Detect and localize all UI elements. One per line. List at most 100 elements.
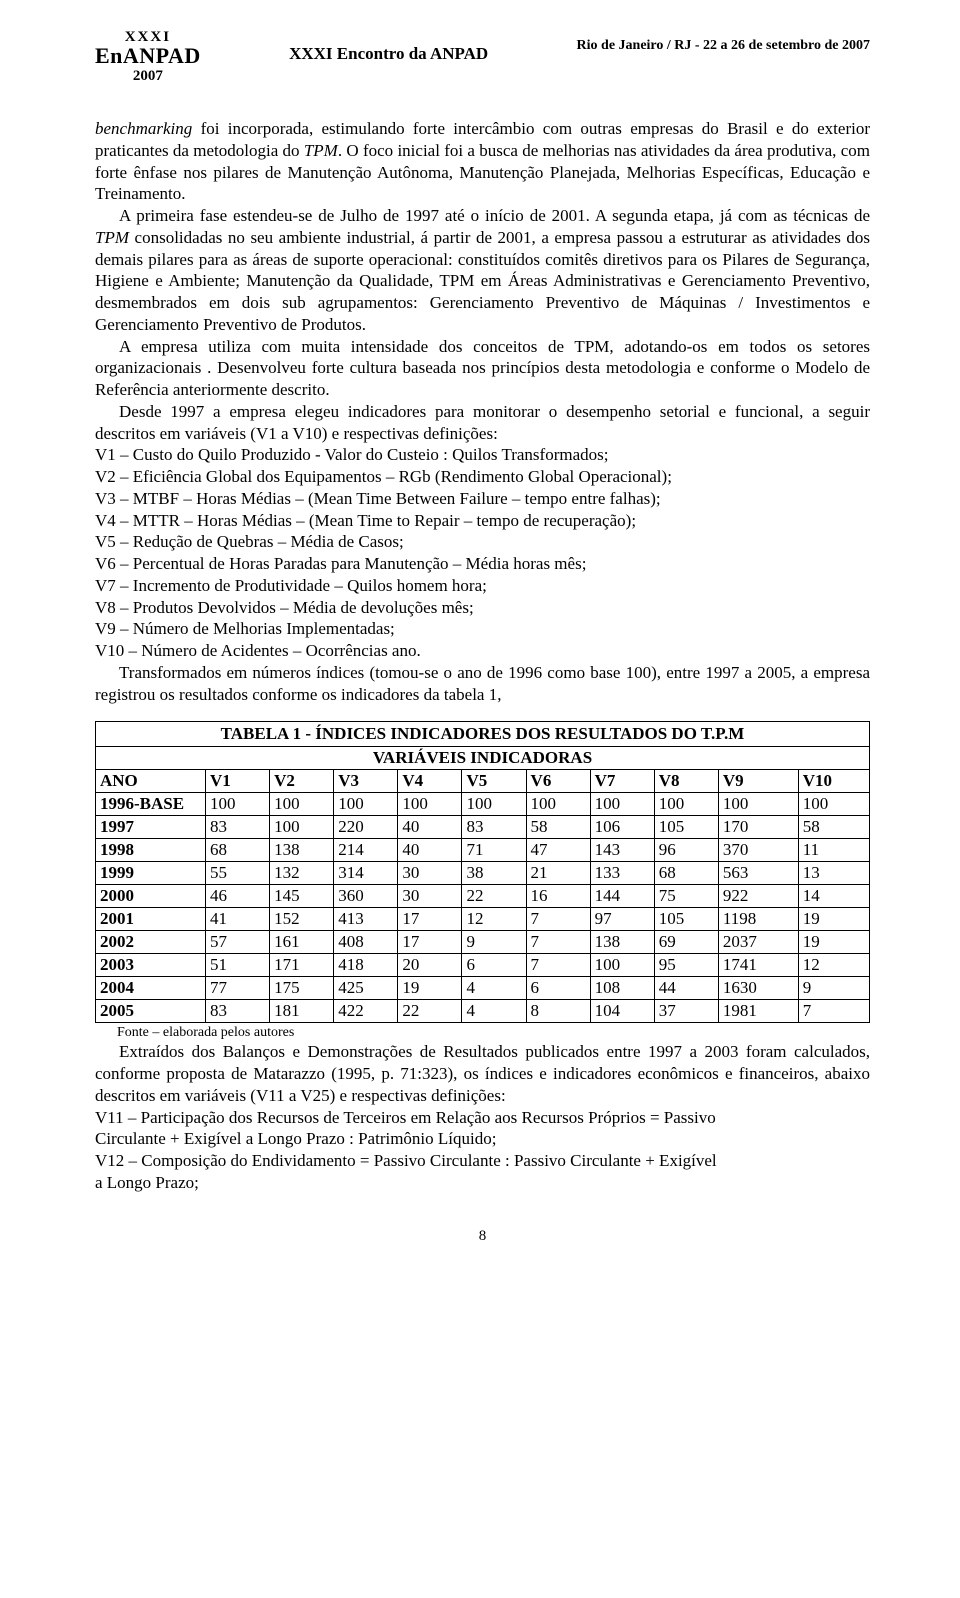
col-header: V7 [590, 770, 654, 793]
var-def-v11-cont: Circulante + Exigível a Longo Prazo : Pa… [95, 1128, 870, 1150]
row-year: 2004 [96, 977, 206, 1000]
var-def-v4: V4 – MTTR – Horas Médias – (Mean Time to… [95, 510, 870, 532]
paragraph-5: Transformados em números índices (tomou-… [95, 662, 870, 706]
cell-value: 22 [462, 885, 526, 908]
cell-value: 145 [270, 885, 334, 908]
cell-value: 181 [270, 1000, 334, 1023]
table-row: 1998681382144071471439637011 [96, 839, 870, 862]
page-number: 8 [95, 1228, 870, 1245]
cell-value: 100 [590, 793, 654, 816]
cell-value: 1981 [718, 1000, 798, 1023]
row-year: 1999 [96, 862, 206, 885]
cell-value: 104 [590, 1000, 654, 1023]
cell-value: 38 [462, 862, 526, 885]
cell-value: 14 [798, 885, 869, 908]
cell-value: 360 [334, 885, 398, 908]
cell-value: 30 [398, 862, 462, 885]
col-header: V2 [270, 770, 334, 793]
cell-value: 138 [590, 931, 654, 954]
col-header: V3 [334, 770, 398, 793]
table-header-row: ANO V1 V2 V3 V4 V5 V6 V7 V8 V9 V10 [96, 770, 870, 793]
header-location: Rio de Janeiro / RJ - 22 a 26 de setembr… [577, 38, 870, 54]
table-row: 200257161408179713869203719 [96, 931, 870, 954]
cell-value: 161 [270, 931, 334, 954]
cell-value: 563 [718, 862, 798, 885]
cell-value: 83 [206, 1000, 270, 1023]
cell-value: 100 [270, 816, 334, 839]
italic-term: TPM [304, 141, 338, 160]
cell-value: 220 [334, 816, 398, 839]
cell-value: 44 [654, 977, 718, 1000]
cell-value: 7 [526, 908, 590, 931]
cell-value: 46 [206, 885, 270, 908]
row-year: 2003 [96, 954, 206, 977]
var-def-v3: V3 – MTBF – Horas Médias – (Mean Time Be… [95, 488, 870, 510]
cell-value: 132 [270, 862, 334, 885]
row-year: 2001 [96, 908, 206, 931]
col-header: V5 [462, 770, 526, 793]
cell-value: 100 [334, 793, 398, 816]
cell-value: 83 [206, 816, 270, 839]
cell-value: 40 [398, 816, 462, 839]
cell-value: 17 [398, 908, 462, 931]
after-table-text: Extraídos dos Balanços e Demonstrações d… [95, 1041, 870, 1193]
var-def-v9: V9 – Número de Melhorias Implementadas; [95, 618, 870, 640]
cell-value: 144 [590, 885, 654, 908]
cell-value: 425 [334, 977, 398, 1000]
col-header: V10 [798, 770, 869, 793]
cell-value: 47 [526, 839, 590, 862]
paragraph-2: A primeira fase estendeu-se de Julho de … [95, 205, 870, 336]
logo-name: EnANPAD [95, 45, 201, 67]
table-row: 19978310022040835810610517058 [96, 816, 870, 839]
cell-value: 19 [798, 908, 869, 931]
cell-value: 71 [462, 839, 526, 862]
var-def-v1: V1 – Custo do Quilo Produzido - Valor do… [95, 444, 870, 466]
table-body: 1996-BASE1001001001001001001001001001001… [96, 793, 870, 1023]
cell-value: 100 [398, 793, 462, 816]
col-header: V8 [654, 770, 718, 793]
row-year: 1997 [96, 816, 206, 839]
cell-value: 138 [270, 839, 334, 862]
var-def-v7: V7 – Incremento de Produtividade – Quilo… [95, 575, 870, 597]
table-source: Fonte – elaborada pelos autores [117, 1025, 870, 1041]
text: A primeira fase estendeu-se de Julho de … [119, 206, 870, 225]
table-subtitle-row: VARIÁVEIS INDICADORAS [96, 747, 870, 770]
cell-value: 100 [798, 793, 869, 816]
cell-value: 97 [590, 908, 654, 931]
cell-value: 12 [798, 954, 869, 977]
cell-value: 68 [206, 839, 270, 862]
paragraph-4: Desde 1997 a empresa elegeu indicadores … [95, 401, 870, 445]
text: consolidadas no seu ambiente industrial,… [95, 228, 870, 334]
table-row: 2001411524131712797105119819 [96, 908, 870, 931]
row-year: 2002 [96, 931, 206, 954]
cell-value: 418 [334, 954, 398, 977]
col-header: V9 [718, 770, 798, 793]
cell-value: 12 [462, 908, 526, 931]
table-title: TABELA 1 - ÍNDICES INDICADORES DOS RESUL… [96, 722, 870, 747]
var-def-v6: V6 – Percentual de Horas Paradas para Ma… [95, 553, 870, 575]
paragraph-1: benchmarking foi incorporada, estimuland… [95, 118, 870, 205]
cell-value: 6 [462, 954, 526, 977]
cell-value: 19 [398, 977, 462, 1000]
cell-value: 11 [798, 839, 869, 862]
cell-value: 8 [526, 1000, 590, 1023]
cell-value: 100 [462, 793, 526, 816]
cell-value: 57 [206, 931, 270, 954]
cell-value: 30 [398, 885, 462, 908]
cell-value: 9 [798, 977, 869, 1000]
cell-value: 9 [462, 931, 526, 954]
cell-value: 152 [270, 908, 334, 931]
cell-value: 13 [798, 862, 869, 885]
page-header: XXXI EnANPAD 2007 XXXI Encontro da ANPAD… [95, 30, 870, 84]
logo-year: 2007 [133, 69, 163, 84]
cell-value: 21 [526, 862, 590, 885]
cell-value: 922 [718, 885, 798, 908]
table-row: 1999551323143038211336856313 [96, 862, 870, 885]
cell-value: 16 [526, 885, 590, 908]
cell-value: 370 [718, 839, 798, 862]
table-row: 200351171418206710095174112 [96, 954, 870, 977]
results-table: TABELA 1 - ÍNDICES INDICADORES DOS RESUL… [95, 721, 870, 1023]
paragraph-after-1: Extraídos dos Balanços e Demonstrações d… [95, 1041, 870, 1106]
cell-value: 100 [270, 793, 334, 816]
var-def-v11: V11 – Participação dos Recursos de Terce… [95, 1107, 870, 1129]
